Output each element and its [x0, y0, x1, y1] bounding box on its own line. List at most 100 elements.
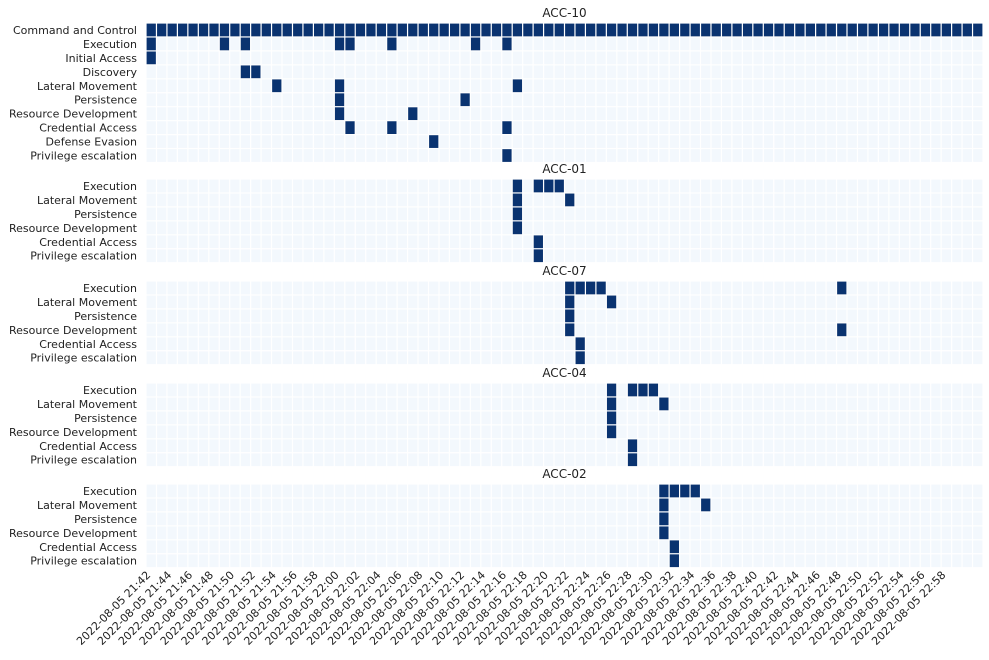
heat-cell: [387, 309, 397, 323]
heat-cell: [899, 51, 910, 65]
heat-cell: [638, 179, 648, 193]
heat-cell-active: [533, 179, 543, 193]
heat-cell: [554, 554, 564, 568]
heat-cell: [198, 221, 209, 235]
heat-cell-active: [784, 23, 795, 37]
heat-cell: [763, 121, 774, 134]
heat-cell: [397, 149, 407, 162]
heat-cell-active: [198, 23, 209, 37]
heat-cell: [952, 51, 962, 65]
heat-cell: [314, 484, 324, 498]
heat-cell: [586, 135, 596, 148]
heat-cell: [586, 484, 596, 498]
heat-cell: [334, 121, 345, 134]
heat-cell: [899, 249, 910, 263]
heat-cell: [554, 453, 564, 467]
heat-cell: [617, 121, 627, 134]
heat-cell-active: [334, 79, 345, 93]
heat-cell: [554, 397, 564, 411]
heat-cell: [554, 107, 564, 121]
heat-cell: [450, 512, 460, 526]
heat-cell: [198, 425, 209, 439]
heat-cell: [711, 93, 721, 107]
heat-cell: [303, 453, 313, 467]
heat-cell: [701, 107, 711, 121]
heat-cell: [177, 93, 188, 107]
heat-cell: [470, 221, 481, 235]
heat-cell: [973, 281, 983, 295]
heat-cell: [596, 526, 606, 540]
heat-cell: [742, 540, 753, 554]
heat-cell: [146, 135, 156, 148]
heat-cell: [366, 425, 376, 439]
heat-cell: [805, 323, 815, 337]
heat-cell: [450, 554, 460, 568]
heat-cell: [408, 411, 418, 425]
heat-cell: [355, 295, 366, 309]
heat-cell: [732, 484, 742, 498]
heat-cell: [188, 397, 198, 411]
heat-cell: [690, 351, 700, 365]
heat-cell: [293, 397, 303, 411]
heat-cell: [931, 554, 941, 568]
heat-cell: [544, 193, 554, 207]
heat-cell: [387, 221, 397, 235]
heat-cell: [847, 37, 857, 51]
heat-cell: [669, 425, 679, 439]
heat-cell: [816, 498, 826, 512]
heat-cell: [272, 309, 282, 323]
heat-cell-active: [858, 23, 868, 37]
heat-cell: [460, 207, 470, 221]
heat-cell: [146, 121, 156, 134]
heat-cell: [282, 309, 292, 323]
heat-cell: [722, 149, 732, 162]
heat-cell: [177, 383, 188, 397]
heat-cell: [230, 425, 240, 439]
heat-cell: [973, 498, 983, 512]
heat-cell: [837, 149, 847, 162]
heat-cell: [826, 337, 836, 351]
heat-cell: [889, 337, 899, 351]
heat-cell: [868, 149, 878, 162]
heat-cell: [973, 193, 983, 207]
heat-cell: [387, 453, 397, 467]
heat-cell: [230, 540, 240, 554]
heat-cell: [711, 425, 721, 439]
heat-cell: [177, 235, 188, 249]
row-label: Execution: [83, 282, 137, 295]
row-label: Privilege escalation: [30, 352, 137, 365]
heat-cell: [314, 337, 324, 351]
heat-cell: [596, 107, 606, 121]
heat-cell: [617, 179, 627, 193]
heat-cell: [282, 337, 292, 351]
heat-cell: [303, 149, 313, 162]
heat-cell: [324, 107, 334, 121]
heat-cell: [544, 323, 554, 337]
heat-cell: [481, 51, 491, 65]
heat-cell-active: [470, 37, 481, 51]
heat-cell: [366, 453, 376, 467]
heat-cell: [491, 207, 502, 221]
heat-cell: [722, 135, 732, 148]
row-label: Persistence: [74, 412, 137, 425]
heat-cell: [230, 149, 240, 162]
heat-cell: [209, 107, 219, 121]
heat-cell: [638, 512, 648, 526]
heat-cell-active: [355, 23, 366, 37]
heat-cell: [680, 207, 690, 221]
heat-cell: [408, 51, 418, 65]
heat-cell: [460, 337, 470, 351]
heat-cell: [188, 526, 198, 540]
heat-cell: [575, 93, 585, 107]
heat-cell: [722, 207, 732, 221]
heat-cell: [261, 512, 271, 526]
heat-cell: [931, 79, 941, 93]
heat-cell: [795, 498, 805, 512]
heat-cell: [240, 439, 251, 453]
heat-cell: [533, 281, 543, 295]
heat-cell: [920, 235, 931, 249]
heat-cell: [941, 554, 952, 568]
heat-cell: [324, 540, 334, 554]
heat-cell: [240, 221, 251, 235]
heat-cell: [680, 498, 690, 512]
